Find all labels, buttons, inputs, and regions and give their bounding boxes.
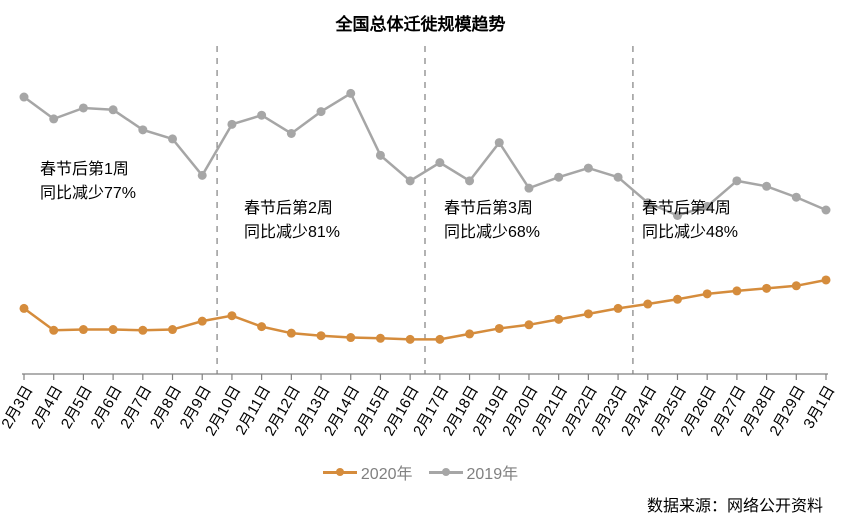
week-annotation: 春节后第2周同比减少81%	[244, 197, 340, 245]
week-annotation: 春节后第4周同比减少48%	[642, 197, 738, 245]
legend-item: 2020年	[323, 460, 413, 484]
legend: 2020年 2019年	[0, 460, 841, 484]
legend-label: 2020年	[361, 460, 413, 484]
week-annotation: 春节后第1周同比减少77%	[40, 158, 136, 206]
week-annotation: 春节后第3周同比减少68%	[444, 197, 540, 245]
legend-label: 2019年	[467, 460, 519, 484]
legend-item: 2019年	[429, 460, 519, 484]
line-chart-svg: 2月3日2月4日2月5日2月6日2月7日2月8日2月9日2月10日2月11日2月…	[0, 0, 841, 526]
data-source: 数据来源：网络公开资料	[647, 492, 823, 516]
